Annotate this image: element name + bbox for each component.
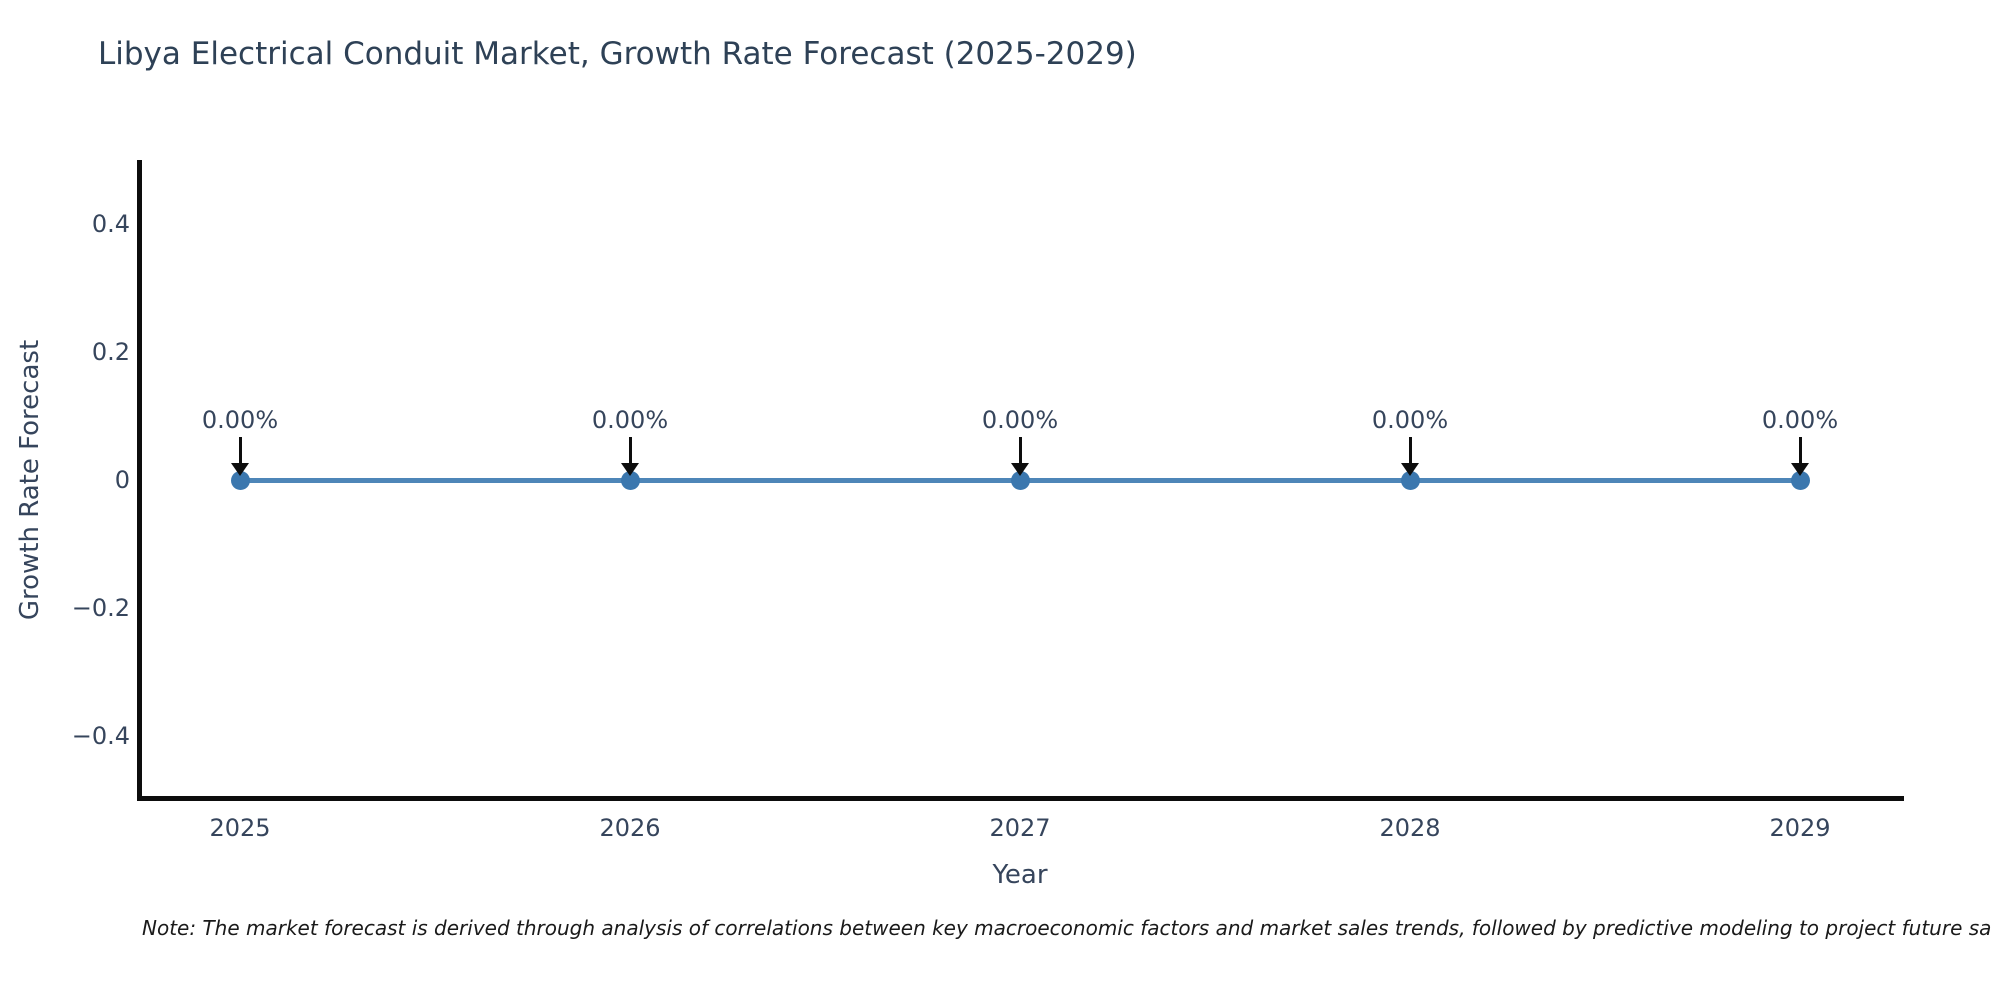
data-point-label: 0.00% <box>591 406 669 434</box>
y-axis-spine <box>137 160 142 801</box>
y-tick-label: 0.4 <box>91 210 130 238</box>
x-tick-label: 2028 <box>1379 814 1441 842</box>
annotation-arrowhead-icon <box>231 463 249 476</box>
y-tick-label: 0.2 <box>91 338 130 366</box>
data-point-label: 0.00% <box>1371 406 1449 434</box>
chart-title: Libya Electrical Conduit Market, Growth … <box>98 36 1137 72</box>
data-point-label: 0.00% <box>201 406 279 434</box>
x-tick-label: 2025 <box>209 814 271 842</box>
annotation-arrow <box>1018 437 1022 467</box>
x-tick-label: 2027 <box>989 814 1051 842</box>
x-axis-spine <box>137 796 1904 801</box>
data-point-label: 0.00% <box>981 406 1059 434</box>
y-tick-label: 0 <box>114 466 130 494</box>
y-tick-label: −0.2 <box>71 594 130 622</box>
x-tick-label: 2026 <box>599 814 661 842</box>
data-point-label: 0.00% <box>1761 406 1839 434</box>
annotation-arrow <box>238 437 242 467</box>
y-tick-label: −0.4 <box>71 722 130 750</box>
x-tick-label: 2029 <box>1769 814 1831 842</box>
annotation-arrow <box>1408 437 1412 467</box>
annotation-arrowhead-icon <box>621 463 639 476</box>
x-axis-title: Year <box>992 860 1048 890</box>
annotation-arrowhead-icon <box>1401 463 1419 476</box>
annotation-arrowhead-icon <box>1011 463 1029 476</box>
annotation-arrowhead-icon <box>1791 463 1809 476</box>
footnote: Note: The market forecast is derived thr… <box>142 916 1992 940</box>
annotation-arrow <box>1798 437 1802 467</box>
annotation-arrow <box>628 437 632 467</box>
